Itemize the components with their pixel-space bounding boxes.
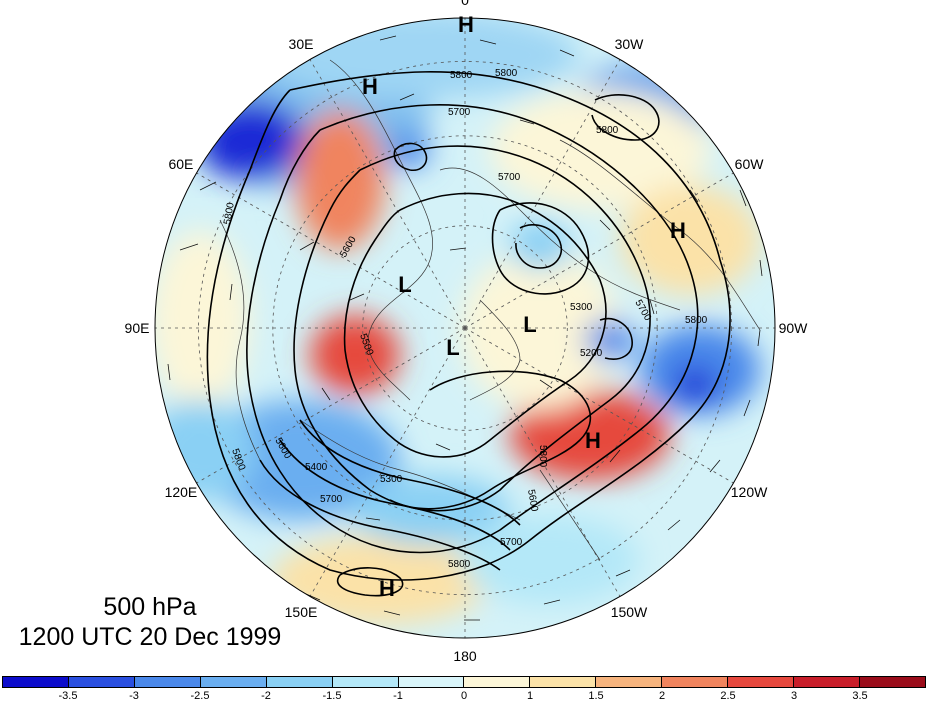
colorbar-swatch	[595, 677, 662, 687]
high-center-label: H	[670, 218, 686, 243]
coastlines	[219, 59, 761, 561]
colorbar-swatch	[397, 677, 464, 687]
low-center-label: L	[523, 312, 536, 337]
colorbar-swatch	[529, 677, 596, 687]
contour-label: 5800	[448, 559, 471, 570]
contour-label: 5400	[305, 462, 328, 473]
colorbar-tick-label: -1	[393, 690, 403, 702]
contour-label: 5300	[570, 302, 593, 313]
longitude-label: 60W	[735, 156, 765, 172]
colorbar-swatch	[858, 677, 925, 687]
map-caption: 500 hPa 1200 UTC 20 Dec 1999	[0, 592, 300, 652]
longitude-label: 90E	[125, 320, 150, 336]
colorbar	[2, 676, 926, 688]
colorbar-tick-label: -1.5	[322, 690, 342, 702]
contour-label: 5800	[495, 68, 518, 79]
contour-label: 5700	[498, 172, 521, 183]
valid-time-label: 1200 UTC 20 Dec 1999	[18, 623, 282, 651]
colorbar-swatch	[265, 677, 332, 687]
contour-label: 5800	[685, 315, 708, 326]
colorbar-tick-label: -2	[261, 690, 271, 702]
pressure-center-labels: H H H H H L L L	[362, 12, 686, 601]
colorbar-swatch	[793, 677, 859, 687]
colorbar-swatch	[133, 677, 200, 687]
colorbar-tick-label: -2.5	[190, 690, 210, 702]
longitude-label: 150W	[611, 604, 648, 620]
colorbar-tick-labels: -3.5 -3 -2.5 -2 -1.5 -1 0 1 1.5 2 2.5 3 3.5	[2, 690, 926, 702]
colorbar-tick-label: 2.5	[720, 690, 736, 702]
longitude-label: 30E	[289, 36, 314, 52]
longitude-label: 30W	[615, 36, 645, 52]
colorbar-tick-label: 1.5	[588, 690, 604, 702]
high-center-label: H	[458, 12, 474, 37]
colorbar-swatch	[67, 677, 134, 687]
pressure-level-label: 500 hPa	[103, 593, 197, 621]
colorbar-tick-label: 2	[658, 690, 666, 702]
contour-label: 5800	[537, 445, 548, 468]
colorbar-swatch	[199, 677, 266, 687]
longitude-label: 120E	[165, 484, 198, 500]
colorbar-tick-label: -3	[129, 690, 139, 702]
colorbar-tick-label: 3.5	[852, 690, 868, 702]
colorbar-swatch	[3, 677, 68, 687]
contour-label: 5700	[448, 107, 471, 118]
high-center-label: H	[379, 576, 395, 601]
colorbar-swatch	[661, 677, 728, 687]
colorbar-tick-label: -3.5	[58, 690, 78, 702]
low-center-label: L	[446, 335, 459, 360]
colorbar-tick-label: 0	[460, 690, 468, 702]
longitude-label: 0	[461, 0, 469, 8]
longitude-label: 90W	[779, 320, 809, 336]
low-center-label: L	[398, 272, 411, 297]
map-boundary	[154, 17, 776, 639]
contour-label: 5200	[580, 348, 603, 359]
longitude-labels: 0 30W 60W 90W 120W 150W 180 150E 120E 90E 60E 30E	[125, 0, 809, 664]
contour-label: 5700	[320, 494, 343, 505]
graticule	[155, 18, 775, 638]
longitude-label: 180	[453, 648, 477, 664]
high-center-label: H	[362, 74, 378, 99]
contour-label: 5300	[380, 474, 403, 485]
contour-label: 5700	[500, 537, 523, 548]
contour-label: 5800	[596, 125, 619, 136]
colorbar-swatch	[727, 677, 794, 687]
longitude-label: 120W	[731, 484, 768, 500]
height-contours	[206, 71, 731, 597]
longitude-label: 60E	[168, 156, 193, 172]
colorbar-tick-label: 1	[526, 690, 534, 702]
colorbar-swatch	[331, 677, 398, 687]
contour-label: 5600	[525, 489, 540, 513]
anomaly-shading	[155, 18, 775, 638]
longitude-label: 150E	[285, 604, 318, 620]
colorbar-tick-label: 3	[790, 690, 798, 702]
colorbar-swatch	[463, 677, 530, 687]
contour-label: 5800	[450, 70, 473, 81]
contour-label: 5800	[222, 201, 237, 225]
high-center-label: H	[585, 428, 601, 453]
